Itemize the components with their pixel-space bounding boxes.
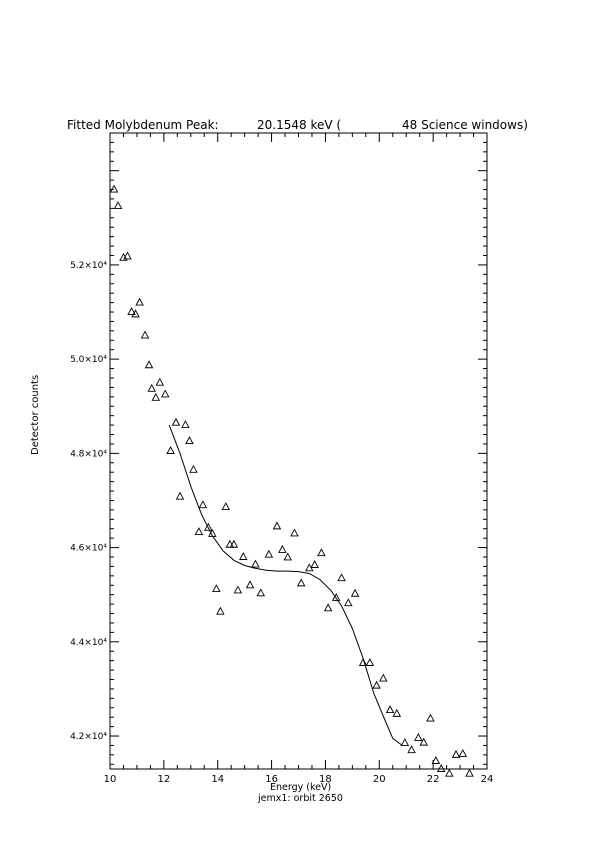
data-point bbox=[127, 307, 136, 315]
data-point bbox=[372, 680, 381, 689]
y-tick-label: 4.8×10⁴ bbox=[70, 449, 107, 459]
y-tick-label: 5.0×10⁴ bbox=[70, 355, 107, 365]
data-point bbox=[166, 446, 175, 454]
x-axis-label: Energy (keV) bbox=[270, 782, 332, 793]
plot-frame bbox=[109, 132, 488, 770]
x-tick-label: 24 bbox=[481, 774, 494, 785]
data-point bbox=[323, 603, 333, 612]
data-point bbox=[189, 464, 198, 473]
data-point bbox=[451, 749, 461, 758]
y-tick-label: 5.2×10⁴ bbox=[70, 261, 107, 271]
title-energy: 20.1548 keV ( bbox=[257, 118, 342, 132]
data-point bbox=[171, 417, 181, 426]
data-point bbox=[151, 392, 161, 401]
fit-curve bbox=[168, 424, 403, 746]
data-point bbox=[283, 552, 292, 561]
data-point bbox=[365, 658, 375, 666]
data-point bbox=[140, 330, 150, 339]
data-point bbox=[264, 549, 274, 558]
data-point bbox=[175, 491, 185, 500]
data-point bbox=[229, 539, 239, 548]
data-point bbox=[290, 528, 299, 537]
data-point bbox=[419, 737, 428, 746]
data-point bbox=[147, 383, 156, 392]
axis-ticks bbox=[109, 132, 488, 769]
data-point bbox=[123, 251, 132, 260]
data-point bbox=[251, 559, 260, 568]
data-point bbox=[458, 748, 468, 757]
data-point bbox=[358, 658, 368, 666]
data-markers bbox=[109, 184, 474, 777]
x-tick-label: 14 bbox=[211, 774, 224, 785]
data-point bbox=[436, 764, 446, 772]
data-point bbox=[245, 580, 255, 589]
data-point bbox=[385, 705, 395, 714]
data-point bbox=[400, 738, 410, 747]
data-point bbox=[181, 420, 190, 429]
data-point bbox=[426, 713, 435, 722]
x-tick-label: 12 bbox=[157, 774, 170, 785]
title-prefix: Fitted Molybdenum Peak: bbox=[67, 118, 219, 132]
data-point bbox=[239, 552, 248, 560]
x-tick-label: 22 bbox=[427, 774, 440, 785]
data-point bbox=[465, 768, 474, 777]
data-point bbox=[256, 588, 266, 597]
data-point bbox=[155, 377, 165, 386]
data-point bbox=[194, 527, 204, 535]
axis-tick-labels: 10 12 14 16 18 20 22 24 4.2×10⁴ 4.4×10⁴ 4.6×10⁴ 4.8… bbox=[70, 261, 493, 785]
data-point bbox=[198, 500, 208, 509]
data-point bbox=[204, 522, 213, 531]
data-point bbox=[317, 548, 326, 557]
data-point bbox=[296, 578, 306, 587]
data-point bbox=[431, 756, 441, 764]
data-point bbox=[144, 360, 154, 369]
data-point bbox=[272, 521, 282, 530]
x-tick-label: 18 bbox=[319, 774, 332, 785]
data-point bbox=[233, 585, 243, 594]
y-axis-label: Detector counts bbox=[30, 374, 41, 455]
y-tick-label: 4.2×10⁴ bbox=[70, 732, 107, 742]
data-point bbox=[331, 593, 341, 601]
y-tick-label: 4.6×10⁴ bbox=[70, 544, 107, 554]
data-point bbox=[278, 544, 287, 553]
data-point bbox=[113, 201, 123, 209]
data-point bbox=[109, 184, 119, 193]
data-point bbox=[216, 606, 225, 615]
data-point bbox=[310, 560, 319, 568]
data-point bbox=[414, 732, 423, 741]
x-tick-label: 10 bbox=[104, 774, 117, 785]
data-point bbox=[160, 389, 170, 398]
data-point bbox=[379, 673, 388, 682]
data-point bbox=[337, 573, 346, 582]
data-point bbox=[225, 539, 235, 548]
footer-orbit-label: jemx1: orbit 2650 bbox=[258, 793, 343, 804]
data-point bbox=[185, 436, 194, 445]
data-point bbox=[131, 309, 140, 318]
data-point bbox=[350, 588, 360, 597]
data-point bbox=[212, 584, 221, 592]
data-point bbox=[344, 598, 353, 607]
y-tick-label: 4.4×10⁴ bbox=[70, 638, 107, 648]
data-point bbox=[392, 708, 402, 717]
data-point bbox=[135, 297, 144, 306]
data-point bbox=[221, 502, 231, 511]
data-point bbox=[407, 745, 416, 754]
data-point bbox=[445, 768, 454, 777]
x-tick-label: 20 bbox=[373, 774, 386, 785]
x-tick-label: 16 bbox=[265, 774, 278, 785]
title-windows: 48 Science windows) bbox=[402, 118, 528, 132]
